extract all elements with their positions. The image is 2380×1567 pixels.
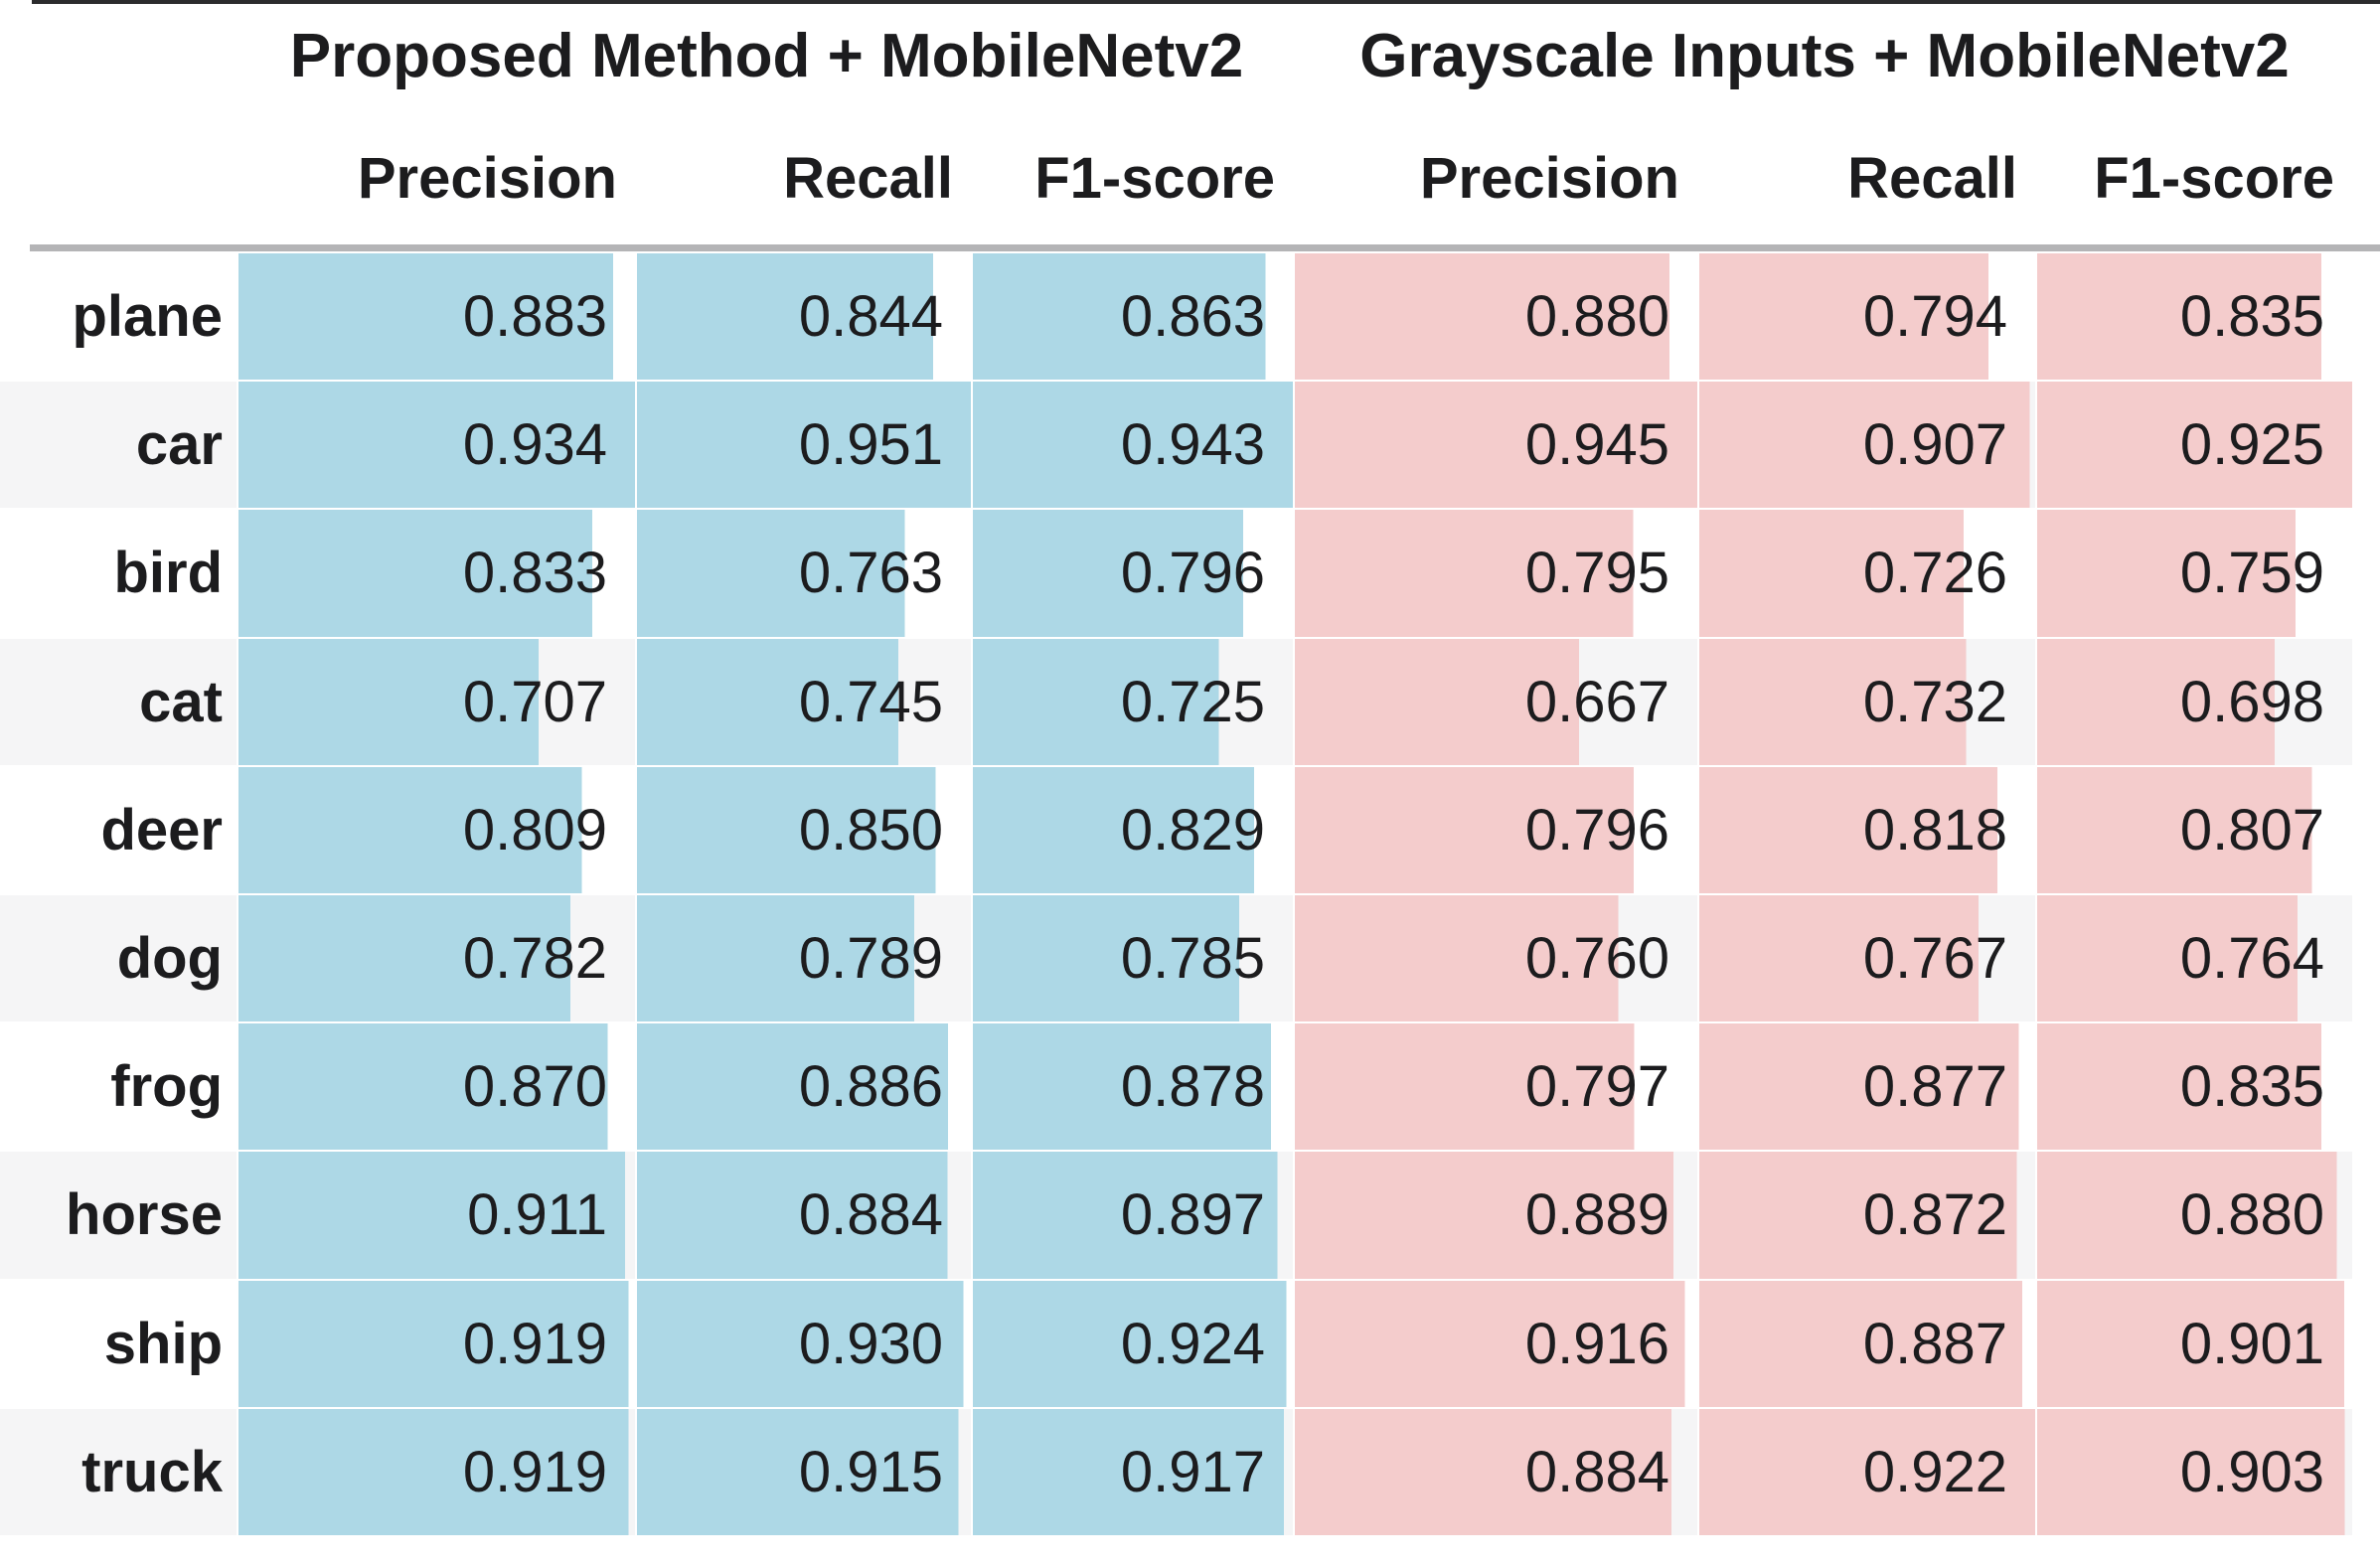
table-row-cat: cat 0.707 0.745 0.725 0.667 0.732 0.698 [0, 636, 2380, 765]
cell-cat-proposed-f1-score: 0.725 [973, 638, 1295, 765]
table-row-ship: ship 0.919 0.930 0.924 0.916 0.887 0.901 [0, 1278, 2380, 1407]
cell-car-grayscale-f1-score: 0.925 [2037, 382, 2354, 509]
header-grayscale-f1-score: F1-score [2094, 145, 2334, 211]
header-proposed-recall: Recall [783, 145, 953, 211]
row-label-car: car [0, 382, 238, 509]
cell-ship-grayscale-precision: 0.916 [1295, 1280, 1699, 1407]
cell-ship-proposed-precision: 0.919 [238, 1280, 637, 1407]
table-row-frog: frog 0.870 0.886 0.878 0.797 0.877 0.835 [0, 1021, 2380, 1151]
cell-deer-proposed-f1-score: 0.829 [973, 766, 1295, 893]
cell-cat-grayscale-recall: 0.732 [1699, 638, 2037, 765]
cell-horse-grayscale-precision: 0.889 [1295, 1152, 1699, 1279]
cell-frog-grayscale-recall: 0.877 [1699, 1023, 2037, 1151]
cell-horse-grayscale-recall: 0.872 [1699, 1152, 2037, 1279]
cell-frog-proposed-f1-score: 0.878 [973, 1023, 1295, 1151]
cell-cat-grayscale-f1-score: 0.698 [2037, 638, 2354, 765]
cell-ship-proposed-recall: 0.930 [637, 1280, 973, 1407]
row-label-bird: bird [0, 510, 238, 637]
cell-truck-grayscale-f1-score: 0.903 [2037, 1408, 2354, 1535]
cell-frog-grayscale-f1-score: 0.835 [2037, 1023, 2354, 1151]
cell-plane-proposed-precision: 0.883 [238, 253, 637, 381]
cell-deer-grayscale-f1-score: 0.807 [2037, 766, 2354, 893]
cell-horse-proposed-f1-score: 0.897 [973, 1152, 1295, 1279]
cell-bird-proposed-precision: 0.833 [238, 510, 637, 637]
cell-car-proposed-precision: 0.934 [238, 382, 637, 509]
table-body: plane 0.883 0.844 0.863 0.880 0.794 0.835 car 0.… [0, 251, 2380, 1535]
cell-truck-proposed-f1-score: 0.917 [973, 1408, 1295, 1535]
row-label-frog: frog [0, 1023, 238, 1151]
row-label-plane: plane [0, 253, 238, 381]
cell-ship-grayscale-f1-score: 0.901 [2037, 1280, 2354, 1407]
group-header-proposed-method: Proposed Method + MobileNetv2 [289, 21, 1244, 90]
header-grayscale-recall: Recall [1847, 145, 2017, 211]
cell-dog-grayscale-precision: 0.760 [1295, 894, 1699, 1022]
cell-truck-grayscale-precision: 0.884 [1295, 1408, 1699, 1535]
header-proposed-f1-score: F1-score [1034, 145, 1275, 211]
header-grayscale-precision: Precision [1419, 145, 1679, 211]
cell-dog-proposed-recall: 0.789 [637, 894, 973, 1022]
cell-dog-grayscale-f1-score: 0.764 [2037, 894, 2354, 1022]
cell-ship-proposed-f1-score: 0.924 [973, 1280, 1295, 1407]
cell-bird-grayscale-recall: 0.726 [1699, 510, 2037, 637]
row-label-truck: truck [0, 1408, 238, 1535]
cell-truck-grayscale-recall: 0.922 [1699, 1408, 2037, 1535]
cell-frog-grayscale-precision: 0.797 [1295, 1023, 1699, 1151]
cell-dog-proposed-f1-score: 0.785 [973, 894, 1295, 1022]
cell-truck-proposed-recall: 0.915 [637, 1408, 973, 1535]
cell-frog-proposed-recall: 0.886 [637, 1023, 973, 1151]
cell-horse-proposed-precision: 0.911 [238, 1152, 637, 1279]
cell-cat-grayscale-precision: 0.667 [1295, 638, 1699, 765]
cell-truck-proposed-precision: 0.919 [238, 1408, 637, 1535]
group-header-grayscale-inputs: Grayscale Inputs + MobileNetv2 [1359, 21, 2290, 90]
metric-header-row: Precision Recall F1-score Precision Reca… [0, 111, 2380, 244]
header-separator-line [30, 244, 2380, 251]
cell-plane-proposed-f1-score: 0.863 [973, 253, 1295, 381]
cell-car-proposed-f1-score: 0.943 [973, 382, 1295, 509]
cell-horse-grayscale-f1-score: 0.880 [2037, 1152, 2354, 1279]
cell-deer-proposed-recall: 0.850 [637, 766, 973, 893]
cell-car-grayscale-precision: 0.945 [1295, 382, 1699, 509]
row-label-cat: cat [0, 638, 238, 765]
cell-deer-grayscale-recall: 0.818 [1699, 766, 2037, 893]
table-row-truck: truck 0.919 0.915 0.917 0.884 0.922 0.903 [0, 1406, 2380, 1535]
table-row-plane: plane 0.883 0.844 0.863 0.880 0.794 0.835 [0, 251, 2380, 381]
cell-dog-grayscale-recall: 0.767 [1699, 894, 2037, 1022]
cell-bird-proposed-f1-score: 0.796 [973, 510, 1295, 637]
cell-dog-proposed-precision: 0.782 [238, 894, 637, 1022]
cell-horse-proposed-recall: 0.884 [637, 1152, 973, 1279]
top-border-line [32, 0, 2380, 4]
cell-bird-grayscale-precision: 0.795 [1295, 510, 1699, 637]
cell-car-grayscale-recall: 0.907 [1699, 382, 2037, 509]
metrics-comparison-table: Proposed Method + MobileNetv2 Grayscale … [0, 0, 2380, 1535]
cell-deer-grayscale-precision: 0.796 [1295, 766, 1699, 893]
table-row-bird: bird 0.833 0.763 0.796 0.795 0.726 0.759 [0, 508, 2380, 637]
table-row-car: car 0.934 0.951 0.943 0.945 0.907 0.925 [0, 380, 2380, 509]
table-row-deer: deer 0.809 0.850 0.829 0.796 0.818 0.807 [0, 764, 2380, 893]
cell-ship-grayscale-recall: 0.887 [1699, 1280, 2037, 1407]
header-proposed-precision: Precision [357, 145, 617, 211]
cell-cat-proposed-precision: 0.707 [238, 638, 637, 765]
table-row-horse: horse 0.911 0.884 0.897 0.889 0.872 0.880 [0, 1150, 2380, 1279]
group-header-row: Proposed Method + MobileNetv2 Grayscale … [0, 0, 2380, 111]
cell-car-proposed-recall: 0.951 [637, 382, 973, 509]
cell-frog-proposed-precision: 0.870 [238, 1023, 637, 1151]
cell-deer-proposed-precision: 0.809 [238, 766, 637, 893]
cell-plane-grayscale-recall: 0.794 [1699, 253, 2037, 381]
cell-plane-grayscale-f1-score: 0.835 [2037, 253, 2354, 381]
row-label-ship: ship [0, 1280, 238, 1407]
table-row-dog: dog 0.782 0.789 0.785 0.760 0.767 0.764 [0, 892, 2380, 1022]
row-label-dog: dog [0, 894, 238, 1022]
cell-bird-proposed-recall: 0.763 [637, 510, 973, 637]
cell-bird-grayscale-f1-score: 0.759 [2037, 510, 2354, 637]
cell-plane-grayscale-precision: 0.880 [1295, 253, 1699, 381]
row-label-horse: horse [0, 1152, 238, 1279]
cell-plane-proposed-recall: 0.844 [637, 253, 973, 381]
row-label-deer: deer [0, 766, 238, 893]
cell-cat-proposed-recall: 0.745 [637, 638, 973, 765]
